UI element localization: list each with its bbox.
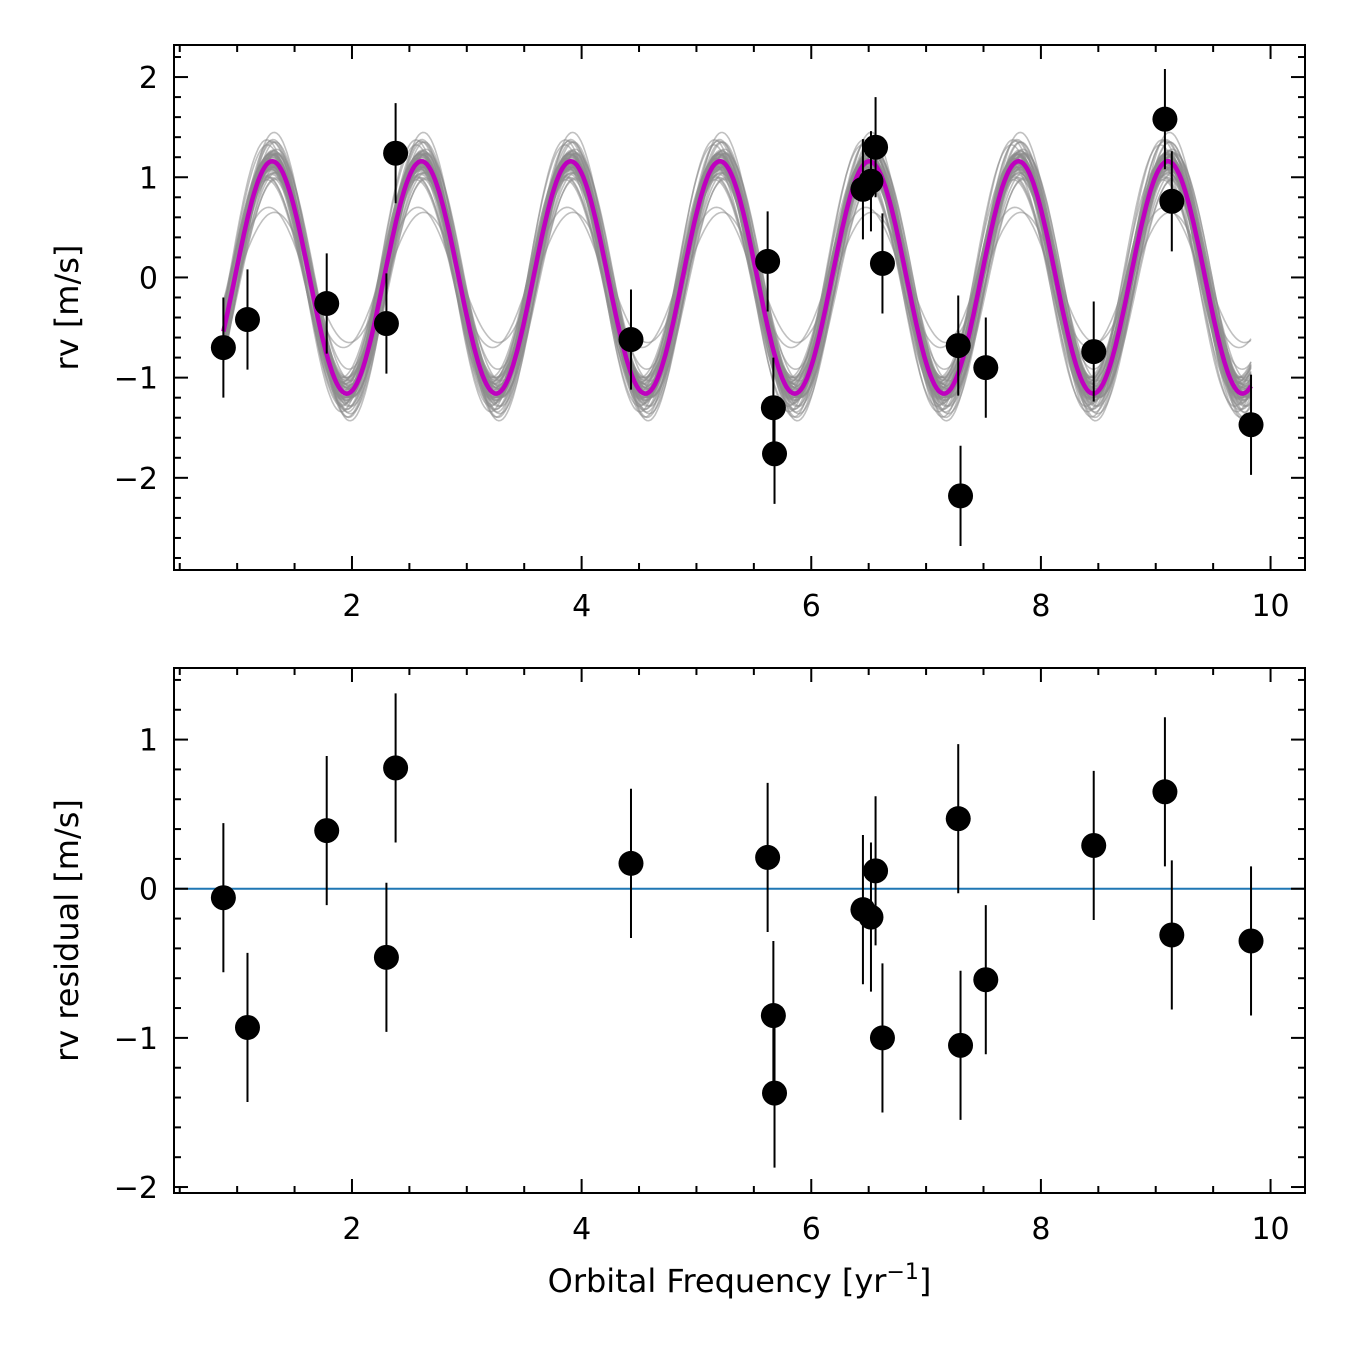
data-point: [973, 355, 999, 381]
best-fit-curve: [221, 158, 1253, 397]
data-point: [858, 904, 884, 930]
data-point: [755, 844, 781, 870]
data-point: [234, 1014, 260, 1040]
data-point: [210, 885, 236, 911]
y-tick-label: −2: [114, 1171, 158, 1206]
data-point: [1152, 779, 1178, 805]
data-point: [314, 818, 340, 844]
x-tick-label: 2: [342, 589, 361, 624]
data-point: [373, 311, 399, 337]
x-tick-label: 4: [572, 589, 591, 624]
y-tick-label: 1: [139, 724, 158, 759]
y-tick-label: −1: [114, 1022, 158, 1057]
data-point: [1238, 928, 1264, 954]
data-point: [755, 248, 781, 274]
x-axis-label: Orbital Frequency [yr−1]: [548, 1260, 932, 1300]
y-tick-label: 0: [139, 873, 158, 908]
x-axis-label-main: Orbital Frequency [yr: [548, 1262, 888, 1300]
residual-y-axis-label: rv residual [m/s]: [48, 799, 86, 1062]
posterior-draw-curve: [222, 211, 1252, 344]
posterior-draws: [222, 131, 1252, 422]
x-tick-label: 10: [1251, 1212, 1289, 1247]
data-point: [1238, 412, 1264, 438]
x-tick-label: 8: [1031, 1212, 1050, 1247]
data-point: [314, 290, 340, 316]
data-point: [945, 333, 971, 359]
x-axis-label-superscript: −1: [886, 1260, 918, 1285]
data-point: [863, 858, 889, 884]
data-point: [383, 755, 409, 781]
x-tick-label: 8: [1031, 589, 1050, 624]
residual-plot-frame: [173, 667, 1306, 1194]
data-point: [869, 1025, 895, 1051]
y-tick-label: −2: [114, 462, 158, 497]
x-tick-label: 4: [572, 1212, 591, 1247]
data-point: [383, 140, 409, 166]
x-tick-label: 6: [802, 1212, 821, 1247]
data-point: [1159, 922, 1185, 948]
data-point: [760, 395, 786, 421]
x-tick-label: 2: [342, 1212, 361, 1247]
data-point: [948, 1032, 974, 1058]
posterior-draw-curve: [222, 158, 1252, 400]
data-point: [760, 1003, 786, 1029]
rv-plot-frame: [173, 44, 1306, 571]
data-point: [210, 335, 236, 361]
residual-axis-ticks: [174, 668, 1305, 1193]
data-point: [234, 307, 260, 333]
residual-panel: 2 4 6 8 10 −2 −1 0 1 rv residual [m/s] Orbital F…: [48, 667, 1306, 1300]
rv-axis-ticks: [174, 45, 1305, 570]
data-point: [948, 483, 974, 509]
x-tick-label: 6: [802, 589, 821, 624]
data-point: [945, 806, 971, 832]
rv-y-axis-label: rv [m/s]: [48, 245, 86, 371]
rv-panel: 2 4 6 8 10 −2 −1 0 1 2 rv [m/s]: [48, 44, 1306, 624]
data-point: [863, 134, 889, 160]
residual-tick-labels: 2 4 6 8 10 −2 −1 0 1: [114, 724, 1290, 1247]
y-tick-label: −1: [114, 362, 158, 397]
data-point: [618, 850, 644, 876]
rv-data-points: [210, 69, 1264, 546]
data-point: [1152, 106, 1178, 132]
y-tick-label: 1: [139, 161, 158, 196]
data-point: [1081, 339, 1107, 365]
y-tick-label: 0: [139, 261, 158, 296]
posterior-draw-curve: [222, 206, 1252, 349]
data-point: [1159, 188, 1185, 214]
data-point: [858, 168, 884, 194]
x-axis-label-end: ]: [919, 1262, 931, 1300]
data-point: [373, 944, 399, 970]
data-point: [973, 967, 999, 993]
data-point: [762, 441, 788, 467]
rv-tick-labels: 2 4 6 8 10 −2 −1 0 1 2: [114, 61, 1290, 624]
data-point: [618, 327, 644, 353]
y-tick-label: 2: [139, 61, 158, 96]
data-point: [762, 1080, 788, 1106]
x-tick-label: 10: [1251, 589, 1289, 624]
residual-data-points: [210, 693, 1264, 1168]
data-point: [869, 250, 895, 276]
data-point: [1081, 832, 1107, 858]
